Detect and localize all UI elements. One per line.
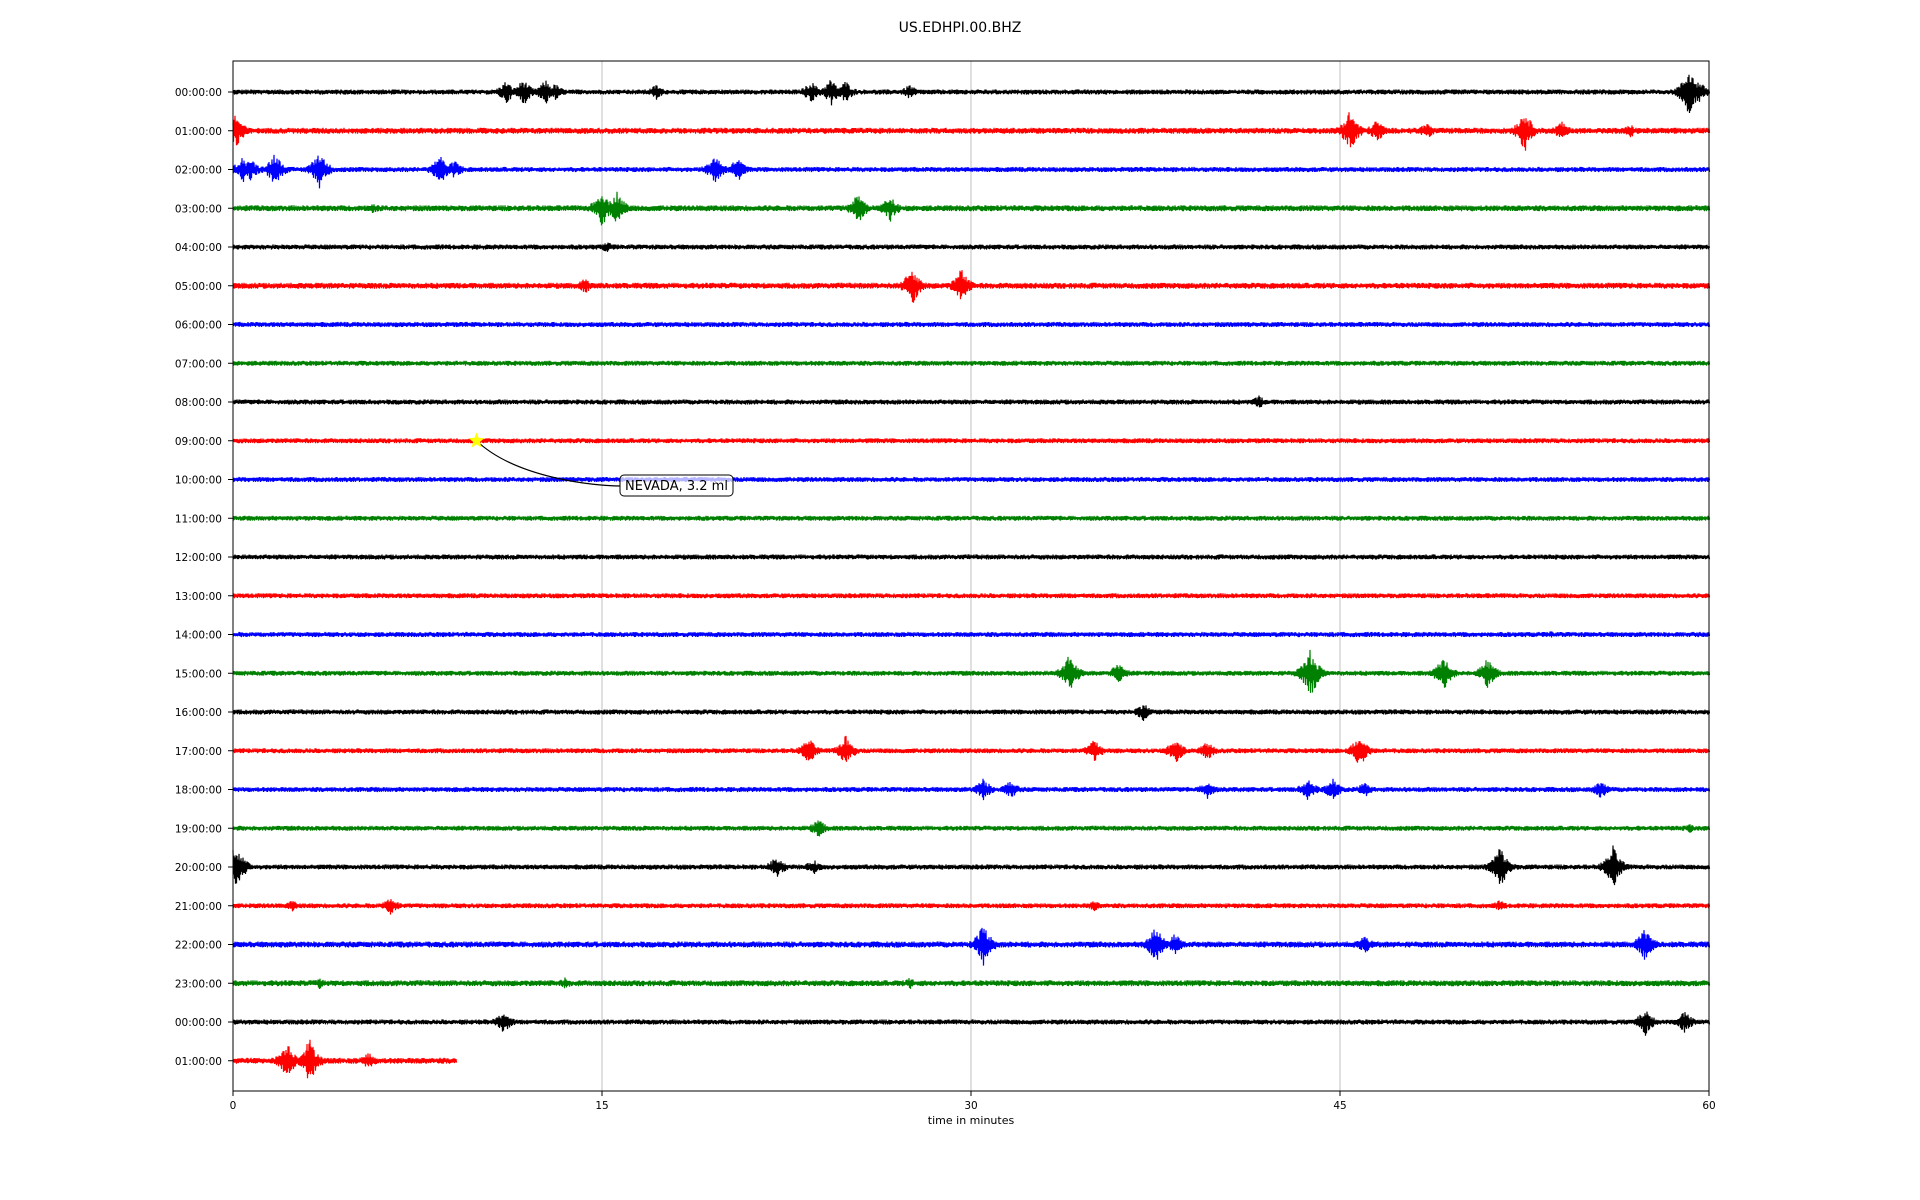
row-time-label: 11:00:00 bbox=[175, 513, 222, 525]
grid-lines bbox=[601, 61, 1341, 1091]
trace-row bbox=[232, 395, 1711, 408]
trace-row bbox=[232, 977, 1711, 990]
row-time-label: 17:00:00 bbox=[175, 746, 222, 758]
event-annotation: NEVADA, 3.2 ml bbox=[468, 432, 734, 497]
trace-row bbox=[232, 321, 1711, 328]
row-time-label: 10:00:00 bbox=[175, 475, 222, 487]
row-time-label: 16:00:00 bbox=[175, 707, 222, 719]
trace-row bbox=[232, 1011, 1711, 1036]
trace-row bbox=[232, 899, 1711, 915]
x-tick-label: 30 bbox=[964, 1100, 977, 1112]
trace-row bbox=[232, 553, 1711, 560]
x-tick-label: 60 bbox=[1702, 1100, 1715, 1112]
trace-row bbox=[232, 735, 1711, 763]
row-time-label: 06:00:00 bbox=[175, 320, 222, 332]
x-tick-label: 15 bbox=[595, 1100, 608, 1112]
row-time-label: 20:00:00 bbox=[175, 862, 222, 874]
trace-row bbox=[232, 592, 1711, 600]
row-time-label: 04:00:00 bbox=[175, 242, 222, 254]
row-time-label: 13:00:00 bbox=[175, 591, 222, 603]
row-time-label: 15:00:00 bbox=[175, 668, 222, 680]
row-time-label: 02:00:00 bbox=[175, 165, 222, 177]
trace-row bbox=[232, 359, 1711, 367]
row-time-label: 00:00:00 bbox=[175, 87, 222, 99]
row-time-label: 18:00:00 bbox=[175, 785, 222, 797]
annotation-box bbox=[619, 474, 734, 497]
x-axis-label: time in minutes bbox=[928, 1114, 1015, 1127]
trace-row bbox=[232, 845, 1711, 886]
x-tick-label: 45 bbox=[1333, 1100, 1346, 1112]
row-time-label: 23:00:00 bbox=[175, 978, 222, 990]
trace-row bbox=[232, 514, 1711, 522]
trace-row bbox=[232, 820, 1711, 837]
trace-row bbox=[232, 1039, 458, 1079]
trace-row bbox=[232, 927, 1711, 966]
row-time-label: 21:00:00 bbox=[175, 901, 222, 913]
trace-row bbox=[232, 242, 1711, 252]
row-time-label: 22:00:00 bbox=[175, 940, 222, 952]
trace-row bbox=[232, 154, 1711, 189]
star-icon bbox=[468, 432, 485, 448]
row-time-label: 01:00:00 bbox=[175, 126, 222, 138]
trace-row bbox=[232, 649, 1711, 693]
row-time-label: 09:00:00 bbox=[175, 436, 222, 448]
trace-row bbox=[232, 74, 1711, 114]
x-axis: 0 15 30 45 60 bbox=[230, 1091, 1716, 1112]
row-time-label: 19:00:00 bbox=[175, 823, 222, 835]
row-time-label: 14:00:00 bbox=[175, 630, 222, 642]
trace-row bbox=[232, 778, 1711, 801]
trace-row bbox=[232, 112, 1711, 151]
row-time-label: 01:00:00 bbox=[175, 1056, 222, 1068]
row-time-label: 05:00:00 bbox=[175, 281, 222, 293]
annotation-label: NEVADA, 3.2 ml bbox=[625, 479, 728, 494]
trace-row bbox=[232, 631, 1711, 638]
chart-title: US.EDHPI.00.BHZ bbox=[898, 20, 1022, 36]
trace-row bbox=[232, 191, 1711, 226]
row-time-label: 00:00:00 bbox=[175, 1017, 222, 1029]
trace-row bbox=[232, 705, 1711, 722]
row-time-label: 12:00:00 bbox=[175, 552, 222, 564]
row-labels: 00:00:00 01:00:00 02:00:00 03:00:00 04:00:00… bbox=[175, 87, 233, 1068]
row-time-label: 07:00:00 bbox=[175, 358, 222, 370]
row-time-label: 03:00:00 bbox=[175, 203, 222, 215]
annotation-connector bbox=[476, 440, 621, 487]
x-tick-label: 0 bbox=[230, 1100, 237, 1112]
trace-row bbox=[232, 476, 1711, 483]
trace-row bbox=[232, 270, 1711, 303]
trace-row bbox=[232, 437, 1711, 445]
row-time-label: 08:00:00 bbox=[175, 397, 222, 409]
